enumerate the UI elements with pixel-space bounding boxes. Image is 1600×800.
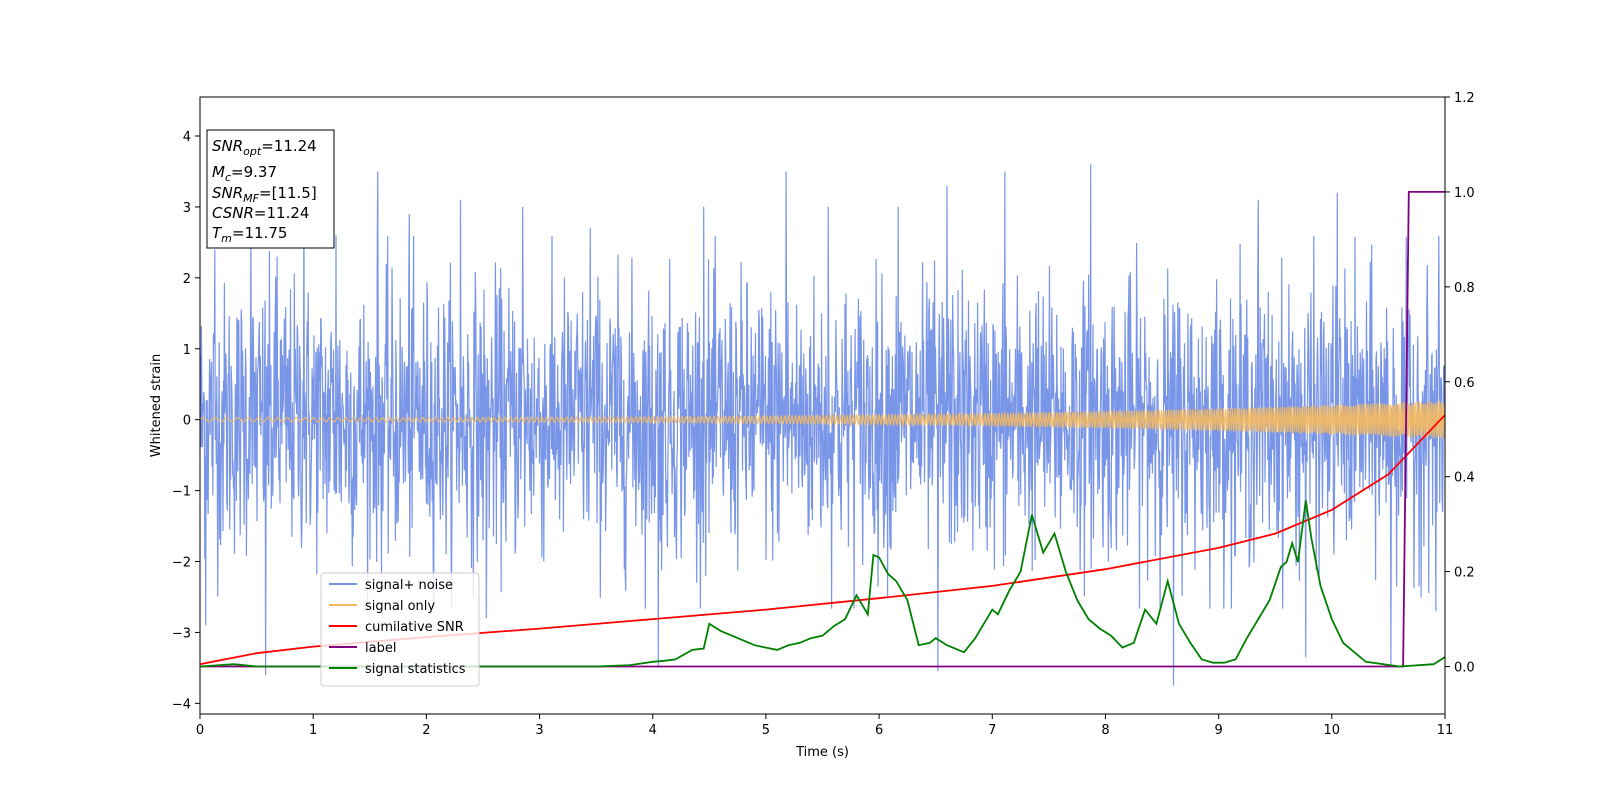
y-axis-label: Whitened strain xyxy=(149,354,164,457)
x-tick-label: 3 xyxy=(535,723,543,738)
y-tick-label: −1 xyxy=(172,485,191,500)
x-tick-label: 4 xyxy=(649,723,657,738)
series-signal-only-line xyxy=(200,400,1445,439)
x-tick-label: 1 xyxy=(309,723,317,738)
x-tick-label: 5 xyxy=(762,723,770,738)
y2-tick-label: 0.0 xyxy=(1454,661,1475,676)
y-tick-label: −4 xyxy=(172,697,191,712)
y2-tick-label: 0.2 xyxy=(1454,566,1475,581)
info-csnr: CSNR=11.24 xyxy=(212,204,309,222)
x-tick-label: 2 xyxy=(422,723,430,738)
x-tick-label: 10 xyxy=(1324,723,1341,738)
y2-tick-label: 0.8 xyxy=(1454,281,1475,296)
legend-label: signal only xyxy=(365,599,435,614)
x-axis: 0 1 2 3 4 5 6 7 8 9 10 11 xyxy=(196,714,1453,738)
info-snr-opt: SNRopt=11.24 xyxy=(212,137,317,158)
y-tick-label: −3 xyxy=(172,626,191,641)
y-tick-label: 3 xyxy=(183,201,191,216)
legend: signal+ noise signal only cumilative SNR la… xyxy=(320,572,480,687)
series-signal-statistics-line xyxy=(200,500,1445,668)
y2-tick-label: 0.4 xyxy=(1454,471,1475,486)
x-tick-label: 8 xyxy=(1101,723,1109,738)
legend-label: label xyxy=(365,641,396,656)
y2-tick-label: 0.6 xyxy=(1454,376,1475,391)
y-tick-label: 2 xyxy=(183,272,191,287)
axes-frame xyxy=(199,96,1446,715)
y2-tick-label: 1.0 xyxy=(1454,186,1475,201)
info-mc: Mc=9.37 xyxy=(212,163,277,184)
y-tick-label: −2 xyxy=(172,556,191,571)
y2-tick-label: 1.2 xyxy=(1454,91,1475,106)
y-tick-label: 1 xyxy=(183,343,191,358)
x-axis-label: Time (s) xyxy=(795,745,849,760)
legend-label: signal statistics xyxy=(365,662,466,677)
series-label-line xyxy=(200,190,1445,668)
info-snr-mf: SNRMF=[11.5] xyxy=(212,184,317,205)
y-tick-label: 4 xyxy=(183,130,191,145)
series-signal-noise-line xyxy=(200,164,1445,686)
legend-label: cumilative SNR xyxy=(365,620,464,635)
info-box: SNRopt=11.24 Mc=9.37 SNRMF=[11.5] CSNR=1… xyxy=(206,129,335,249)
x-tick-label: 11 xyxy=(1437,723,1454,738)
y-axis-left: −4 −3 −2 −1 0 1 2 3 4 xyxy=(172,130,200,712)
y-axis-right: 0.0 0.2 0.4 0.6 0.8 1.0 1.2 xyxy=(1445,91,1475,676)
x-tick-label: 0 xyxy=(196,723,204,738)
x-tick-label: 9 xyxy=(1214,723,1222,738)
legend-label: signal+ noise xyxy=(365,578,453,593)
y-tick-label: 0 xyxy=(183,414,191,429)
x-tick-label: 6 xyxy=(875,723,883,738)
info-tm: Tm=11.75 xyxy=(212,224,287,245)
x-tick-label: 7 xyxy=(988,723,996,738)
